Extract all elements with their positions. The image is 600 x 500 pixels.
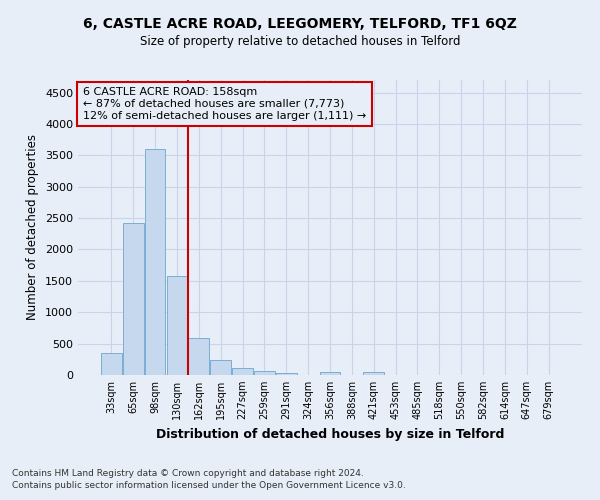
- Bar: [276, 373, 296, 375]
- Text: 6 CASTLE ACRE ROAD: 158sqm
← 87% of detached houses are smaller (7,773)
12% of s: 6 CASTLE ACRE ROAD: 158sqm ← 87% of deta…: [83, 88, 366, 120]
- Text: Contains public sector information licensed under the Open Government Licence v3: Contains public sector information licen…: [12, 481, 406, 490]
- Text: 6, CASTLE ACRE ROAD, LEEGOMERY, TELFORD, TF1 6QZ: 6, CASTLE ACRE ROAD, LEEGOMERY, TELFORD,…: [83, 18, 517, 32]
- Bar: [320, 372, 340, 375]
- Bar: [123, 223, 143, 375]
- Bar: [145, 149, 166, 375]
- Text: Contains HM Land Registry data © Crown copyright and database right 2024.: Contains HM Land Registry data © Crown c…: [12, 468, 364, 477]
- Bar: [101, 353, 122, 375]
- Bar: [188, 338, 209, 375]
- Text: Size of property relative to detached houses in Telford: Size of property relative to detached ho…: [140, 35, 460, 48]
- Y-axis label: Number of detached properties: Number of detached properties: [26, 134, 40, 320]
- Bar: [232, 368, 253, 375]
- Bar: [210, 360, 231, 375]
- Bar: [254, 371, 275, 375]
- X-axis label: Distribution of detached houses by size in Telford: Distribution of detached houses by size …: [156, 428, 504, 440]
- Bar: [167, 276, 187, 375]
- Bar: [364, 372, 384, 375]
